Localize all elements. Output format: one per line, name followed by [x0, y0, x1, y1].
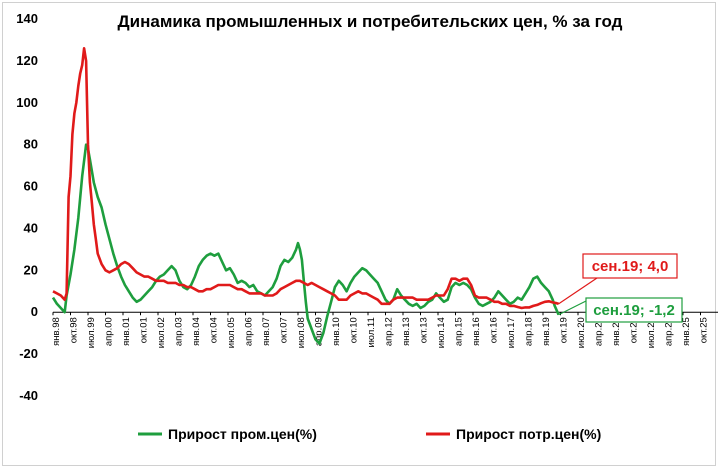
x-tick-label: янв.16: [471, 317, 482, 346]
y-tick-label: 60: [24, 179, 38, 194]
x-tick-label: янв.98: [51, 317, 62, 346]
x-tick-label: янв.04: [191, 317, 202, 346]
x-tick-label: янв.22: [611, 317, 622, 346]
x-tick-label: янв.13: [401, 317, 412, 346]
x-tick-label: апр.09: [314, 317, 325, 346]
y-axis-ticks: -40 -20 0 20 40 60 80 100 120 140: [16, 11, 38, 403]
x-tick-label: апр.15: [454, 317, 465, 346]
x-tick-label: окт.04: [209, 317, 220, 343]
series-line-1: [51, 143, 560, 345]
x-tick-label: июл.02: [156, 317, 167, 348]
x-tick-label: апр.03: [174, 317, 185, 346]
x-tick-label: июл.23: [646, 317, 657, 348]
x-tick-label: янв.19: [541, 317, 552, 346]
x-tick-label: янв.25: [681, 317, 692, 346]
x-tick-label: июл.11: [366, 317, 377, 347]
y-tick-label: 40: [24, 220, 38, 235]
x-tick-label: окт.16: [489, 317, 500, 343]
x-tick-label: апр.06: [244, 317, 255, 346]
callout-label: сен.19; -1,2: [593, 302, 675, 319]
callout-leader: [558, 277, 598, 305]
x-tick-label: янв.10: [331, 317, 342, 346]
x-tick-label: июл.20: [576, 317, 587, 348]
series-layer: [51, 47, 560, 345]
chart-title: Динамика промышленных и потребительских …: [118, 12, 623, 31]
x-tick-label: янв.01: [121, 317, 132, 346]
x-tick-label: окт.19: [559, 317, 570, 343]
y-tick-label: 100: [16, 95, 38, 110]
annotation-layer: сен.19; 4,0 сен.19; -1,2: [558, 253, 683, 323]
x-tick-label: окт.13: [419, 317, 430, 343]
legend-label: Прирост потр.цен(%): [456, 426, 601, 442]
x-tick-label: апр.12: [384, 317, 395, 346]
x-tick-label: окт.07: [279, 317, 290, 343]
x-tick-label: окт.01: [139, 317, 150, 343]
x-tick-label: окт.25: [699, 317, 710, 343]
x-tick-label: окт.98: [69, 317, 80, 343]
callout-box: [585, 297, 683, 323]
x-tick-label: окт.10: [349, 317, 360, 343]
y-tick-label: 140: [16, 11, 38, 26]
x-tick-label: июл.99: [86, 317, 97, 348]
x-tick-label: апр.00: [104, 317, 115, 346]
x-tick-label: июл.08: [296, 317, 307, 348]
x-tick-label: окт.22: [629, 317, 640, 343]
callout-label: сен.19; 4,0: [592, 258, 669, 275]
y-tick-label: 0: [31, 304, 38, 319]
legend: Прирост пром.цен(%) Прирост потр.цен(%): [138, 426, 601, 442]
chart-frame: [2, 2, 716, 466]
x-tick-label: апр.18: [524, 317, 535, 346]
y-tick-label: -40: [19, 388, 38, 403]
y-tick-label: 20: [24, 262, 38, 277]
y-tick-label: 80: [24, 137, 38, 152]
series-line-2: [52, 47, 559, 310]
x-tick-label: апр.21: [594, 317, 605, 346]
x-tick-label: июл.14: [436, 317, 447, 348]
y-tick-label: 120: [16, 53, 38, 68]
x-tick-label: апр.24: [664, 317, 675, 346]
x-tick-label: янв.07: [261, 317, 272, 346]
legend-label: Прирост пром.цен(%): [168, 426, 317, 442]
x-tick-label: июл.17: [506, 317, 517, 348]
callout-box: [582, 253, 678, 279]
x-tick-label: июл.05: [226, 317, 237, 348]
y-tick-label: -20: [19, 346, 38, 361]
